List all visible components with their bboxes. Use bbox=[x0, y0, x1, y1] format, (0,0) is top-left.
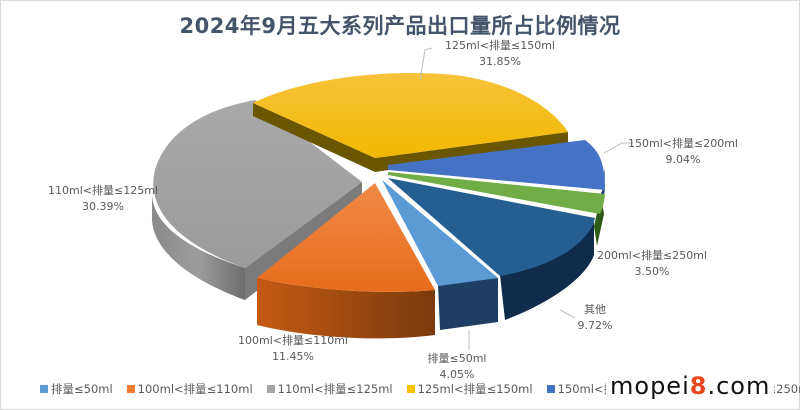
slice-other[interactable] bbox=[388, 178, 595, 320]
data-label-150-200: 150ml<排量≤200ml 9.04% bbox=[628, 136, 738, 168]
label-name: 125ml<排量≤150ml bbox=[445, 39, 555, 52]
legend-swatch-icon bbox=[546, 385, 555, 393]
legend-item-100-110[interactable]: 100ml<排量≤110ml bbox=[126, 381, 253, 397]
legend-item-125-150[interactable]: 125ml<排量≤150ml bbox=[406, 381, 533, 397]
legend-swatch-icon bbox=[266, 385, 275, 393]
slice-200-250[interactable] bbox=[388, 172, 605, 246]
label-pct: 31.85% bbox=[479, 55, 521, 68]
label-name: 排量≤50ml bbox=[427, 352, 487, 365]
label-name: 110ml<排量≤125ml bbox=[48, 184, 158, 197]
legend-item-le-50[interactable]: 排量≤50ml bbox=[40, 381, 113, 397]
data-label-110-125: 110ml<排量≤125ml 30.39% bbox=[48, 183, 158, 215]
label-name: 其他 bbox=[584, 303, 606, 316]
legend-label: 125ml<排量≤150ml bbox=[417, 382, 533, 396]
chart-title: 2024年9月五大系列产品出口量所占比例情况 bbox=[179, 14, 621, 38]
data-label-200-250: 200ml<排量≤250ml 3.50% bbox=[597, 248, 707, 280]
watermark-number: 8 bbox=[689, 372, 708, 400]
slice-le-50[interactable] bbox=[382, 180, 498, 330]
legend-label: 110ml<排量≤125ml bbox=[277, 382, 393, 396]
watermark: mopei8.com bbox=[606, 372, 775, 400]
data-label-le-50: 排量≤50ml 4.05% bbox=[412, 351, 502, 383]
label-pct: 11.45% bbox=[272, 350, 314, 363]
leader-lines bbox=[419, 47, 633, 350]
label-pct: 3.50% bbox=[634, 265, 670, 278]
legend-swatch-icon bbox=[406, 385, 415, 393]
legend-swatch-icon bbox=[40, 385, 48, 393]
label-name: 150ml<排量≤200ml bbox=[628, 137, 738, 150]
legend-swatch-icon bbox=[126, 385, 135, 393]
label-pct: 9.04% bbox=[665, 153, 701, 166]
watermark-domain: .com bbox=[707, 372, 771, 400]
legend-item-110-125[interactable]: 110ml<排量≤125ml bbox=[266, 381, 393, 397]
label-pct: 9.72% bbox=[577, 319, 613, 332]
label-pct: 30.39% bbox=[82, 200, 124, 213]
data-label-100-110: 100ml<排量≤110ml 11.45% bbox=[238, 333, 348, 365]
label-name: 100ml<排量≤110ml bbox=[238, 334, 348, 347]
data-label-125-150: 125ml<排量≤150ml 31.85% bbox=[425, 38, 575, 70]
slice-100-110[interactable] bbox=[257, 183, 435, 339]
data-label-other: 其他 9.72% bbox=[570, 302, 620, 334]
label-name: 200ml<排量≤250ml bbox=[597, 249, 707, 262]
watermark-text: mopei bbox=[610, 372, 690, 400]
legend-label: 100ml<排量≤110ml bbox=[137, 382, 253, 396]
label-pct: 4.05% bbox=[439, 368, 475, 381]
legend-label: 排量≤50ml bbox=[51, 382, 113, 396]
